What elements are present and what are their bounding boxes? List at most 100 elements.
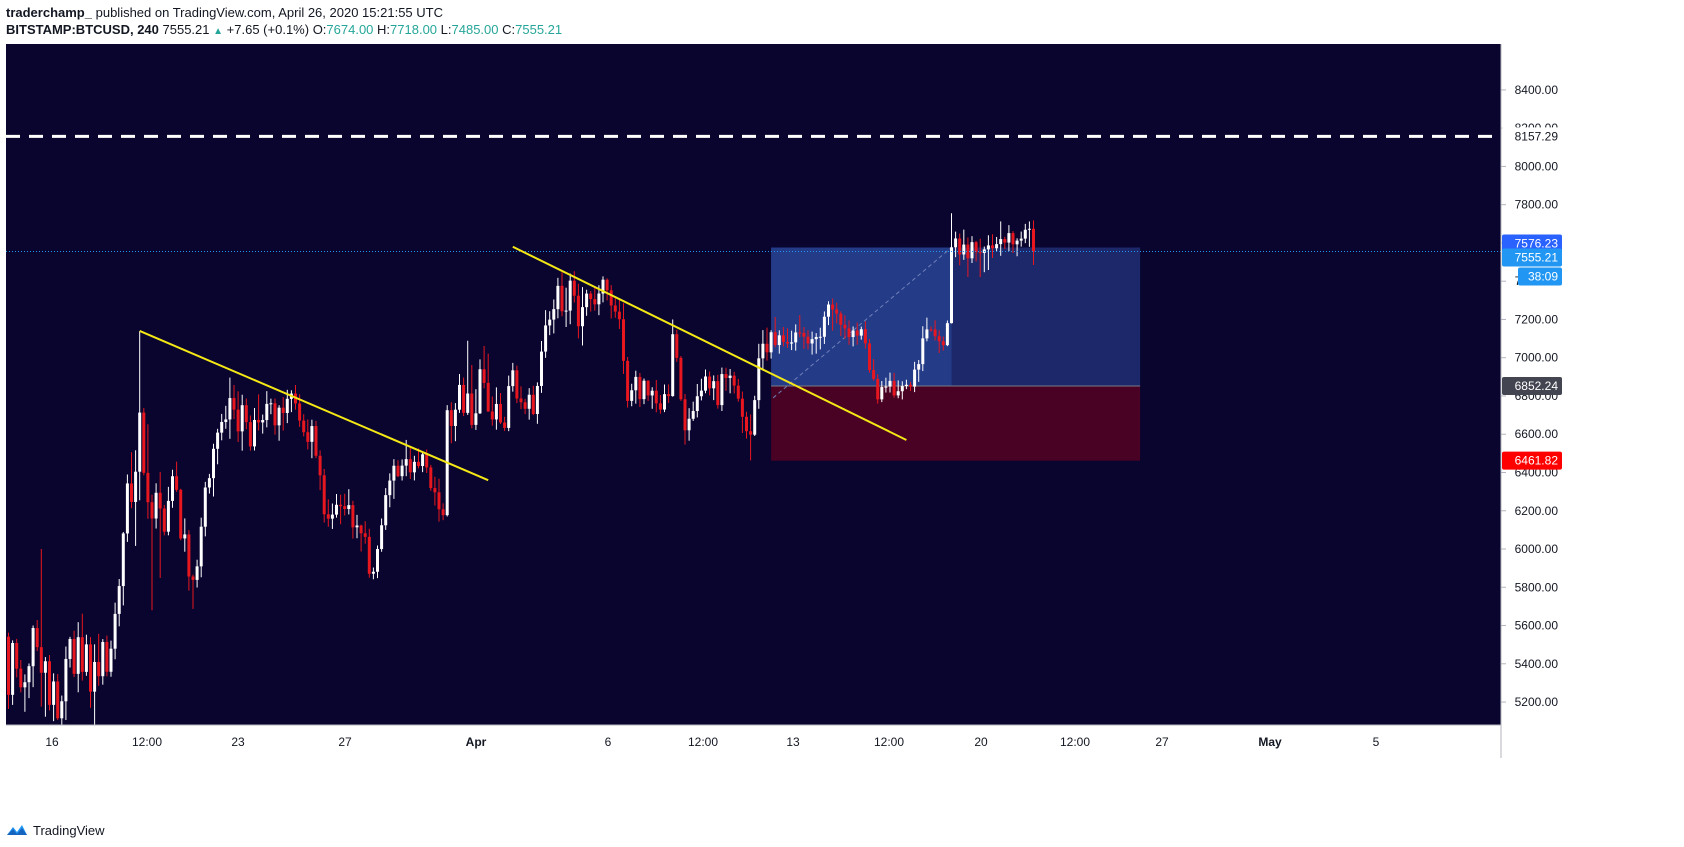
stop-zone[interactable] [771,385,1141,461]
candle-body [855,330,859,336]
price-tick-label: 8400.00 [1515,83,1559,97]
candle-body [945,323,949,346]
candle-body [535,385,539,415]
time-tick-label: 5 [1373,735,1380,749]
candle-body [494,403,498,420]
chart-container[interactable]: 5200.00 5400.00 5600.00 5800.00 6000.00 6200.… [6,44,1680,810]
candle-body [593,299,597,305]
candle-body [617,311,621,320]
time-axis[interactable]: 16 12:00 23 27 Apr 6 12:00 13 12:00 20 12:00 27 May 5 [45,735,1379,749]
candle-body [560,285,564,312]
candle-body [970,242,974,259]
time-tick-label: 27 [338,735,352,749]
candle-body [335,504,338,515]
time-tick-label: 23 [231,735,245,749]
candle-body [412,461,416,473]
candle-body [101,641,105,677]
close-value: 7555.21 [515,22,563,37]
candle-body [179,489,183,539]
candle-body [453,409,457,427]
candle-body [909,384,912,387]
candle-body [671,334,675,397]
plot-area[interactable] [6,44,1501,725]
time-tick-label: 12:00 [874,735,904,749]
candle-body [367,536,371,574]
trendline[interactable] [512,245,907,441]
candle-body [954,238,958,248]
candle-body [810,339,814,344]
candle-body [72,639,76,674]
candle-body [244,405,248,423]
candle-body [794,332,798,343]
candle-body [712,381,716,389]
candle-body [806,336,810,344]
candle-body [113,613,117,649]
candle-body [814,336,818,340]
candle-body [138,412,142,472]
drawings-layer[interactable] [6,134,1501,482]
candle-body [240,405,244,432]
target-progress-fill [771,247,952,386]
candle-body [150,502,154,519]
time-tick-label: May [1258,735,1282,749]
price-tick-label: 7800.00 [1515,198,1559,212]
candle-body [269,403,273,405]
candle-body [125,483,129,534]
time-tick-label: 16 [45,735,59,749]
candle-body [654,390,658,404]
candle-body [199,526,203,567]
candle-body [19,668,23,688]
position-tool[interactable] [771,247,1141,461]
candle-body [421,454,425,466]
candle-body [933,329,937,337]
countdown-text: 38:09 [1528,270,1558,284]
candle-body [273,403,277,426]
price-label-last [1502,248,1562,267]
candle-body [207,478,211,488]
candle-body [7,636,10,695]
candle-body [1015,240,1019,245]
candle-body [913,369,917,387]
tradingview-logo-icon[interactable] [6,823,28,837]
candle-body [757,358,761,401]
candle-body [613,305,617,312]
candle-body [318,455,322,476]
candle-body [60,701,64,719]
candle-body [408,459,412,473]
candle-body [27,666,31,683]
price-tick-label: 6600.00 [1515,427,1559,441]
legend-row: BITSTAMP:BTCUSD, 240 7555.21 ▲ +7.65 (+0… [6,21,1406,39]
candle-body [105,641,109,672]
candle-body [158,492,162,509]
candlestick-chart[interactable]: 5200.00 5400.00 5600.00 5800.00 6000.00 6200.… [6,44,1680,810]
candle-body [540,351,543,386]
price-label-text-last: 7555.21 [1515,251,1559,265]
candle-body [937,336,941,342]
candle-body [892,380,896,396]
candle-body [130,483,133,502]
candle-body [89,644,92,692]
candle-body [548,319,552,326]
up-triangle-icon: ▲ [213,26,224,37]
symbol-label[interactable]: BITSTAMP:BTCUSD, 240 [6,22,159,37]
candle-body [371,571,375,574]
candle-body [183,534,187,539]
footer: TradingView [6,819,105,841]
trendline[interactable] [139,330,489,482]
position-path-line [772,247,952,399]
candle-body [52,681,56,705]
candle-body [146,472,150,503]
candle-body [31,628,35,667]
candle-body [326,514,330,519]
candle-body [437,492,441,510]
candle-body [552,309,556,320]
candle-body [486,382,490,412]
price-tick-label: 6000.00 [1515,542,1559,556]
candle-body [564,310,568,312]
candle-body [425,454,429,468]
candle-body [597,293,601,305]
candle-body [790,342,794,344]
author-link[interactable]: traderchamp_ [6,5,92,20]
brand-label[interactable]: TradingView [33,822,105,838]
countdown-label [1518,267,1562,286]
